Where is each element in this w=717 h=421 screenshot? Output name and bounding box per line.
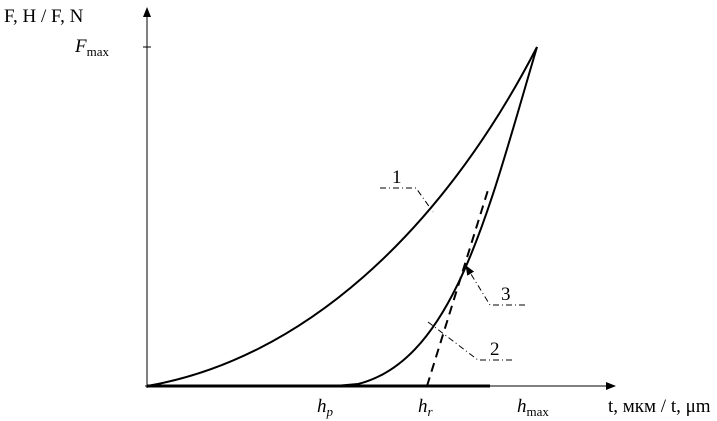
curve-label: 3 xyxy=(501,284,511,305)
x-mark: hmax xyxy=(517,396,549,419)
x-mark: hp xyxy=(317,396,334,419)
y-axis-label: F, H / F, N xyxy=(4,6,84,27)
subscript: max xyxy=(87,44,110,59)
x-mark: hr xyxy=(418,396,434,419)
symbol: F xyxy=(74,36,87,57)
subscript: r xyxy=(428,404,434,419)
tangent-line xyxy=(426,189,489,387)
curve-label: 2 xyxy=(490,339,500,360)
leader xyxy=(380,187,434,213)
subscript: max xyxy=(527,404,550,419)
subscript: p xyxy=(326,404,334,419)
symbol: h xyxy=(317,396,327,417)
x-axis-label: t, мкм / t, μm xyxy=(608,396,711,417)
y-mark: Fmax xyxy=(74,36,109,59)
symbol: h xyxy=(517,396,527,417)
symbol: h xyxy=(418,396,428,417)
curve-label: 1 xyxy=(392,167,402,188)
unloading-curve xyxy=(334,46,538,387)
leader xyxy=(465,265,525,306)
loading-curve xyxy=(146,46,538,387)
